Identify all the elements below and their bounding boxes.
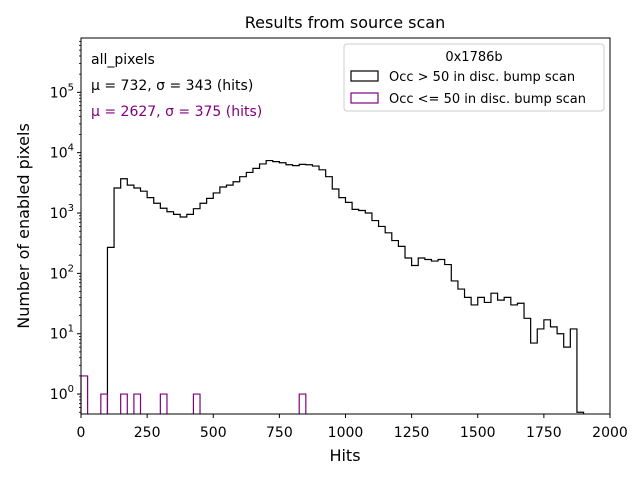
- series-occ-le-50-bin-1: [100, 393, 109, 414]
- x-axis-label: Hits: [329, 446, 360, 465]
- legend-swatch-purple: [350, 92, 379, 104]
- x-tick-label-7: 1750: [526, 425, 562, 441]
- series-occ-le-50-bin-5: [192, 393, 201, 414]
- x-tick-label-1: 250: [134, 425, 161, 441]
- legend-swatch-black: [350, 70, 379, 82]
- legend-label-purple: Occ <= 50 in disc. bump scan: [389, 92, 586, 107]
- legend: 0x1786b Occ > 50 in disc. bump scan Occ …: [343, 43, 605, 112]
- y-tick-label-3: 103: [50, 203, 74, 222]
- x-tick-label-4: 1000: [328, 425, 364, 441]
- series-occ-le-50-bin-4: [159, 393, 168, 414]
- y-tick-label-4: 104: [50, 143, 74, 162]
- y-tick-label-0: 100: [50, 384, 74, 403]
- x-tick-label-2: 500: [200, 425, 227, 441]
- x-tick-label-8: 2000: [592, 425, 628, 441]
- annotation-stats-purple: μ = 2627, σ = 375 (hits): [91, 104, 262, 120]
- series-occ-le-50-bin-0: [80, 375, 89, 414]
- y-tick-label-2: 102: [50, 263, 74, 282]
- annotation-stats-black: μ = 732, σ = 343 (hits): [91, 78, 253, 94]
- series-occ-le-50-bin-3: [133, 393, 142, 414]
- y-tick-label-1: 101: [50, 324, 74, 343]
- legend-title: 0x1786b: [445, 50, 502, 65]
- x-tick-label-0: 0: [77, 425, 86, 441]
- annotation-selection: all_pixels: [91, 52, 155, 68]
- y-tick-label-5: 105: [50, 82, 74, 101]
- legend-box: [343, 43, 605, 112]
- x-tick-label-3: 750: [266, 425, 293, 441]
- chart-title: Results from source scan: [245, 13, 445, 32]
- x-tick-label-6: 1500: [460, 425, 496, 441]
- x-tick-label-5: 1250: [394, 425, 430, 441]
- series-occ-le-50-bin-2: [120, 393, 128, 414]
- series-occ-le-50-bin-6: [298, 393, 307, 414]
- series-occ-gt-50-step-line: [106, 159, 585, 414]
- plot-area: 0 250 500 750 1000 1250 1500 1750 2000 100 101 102 1…: [50, 37, 628, 441]
- legend-label-black: Occ > 50 in disc. bump scan: [389, 70, 575, 85]
- y-axis-label: Number of enabled pixels: [14, 123, 33, 329]
